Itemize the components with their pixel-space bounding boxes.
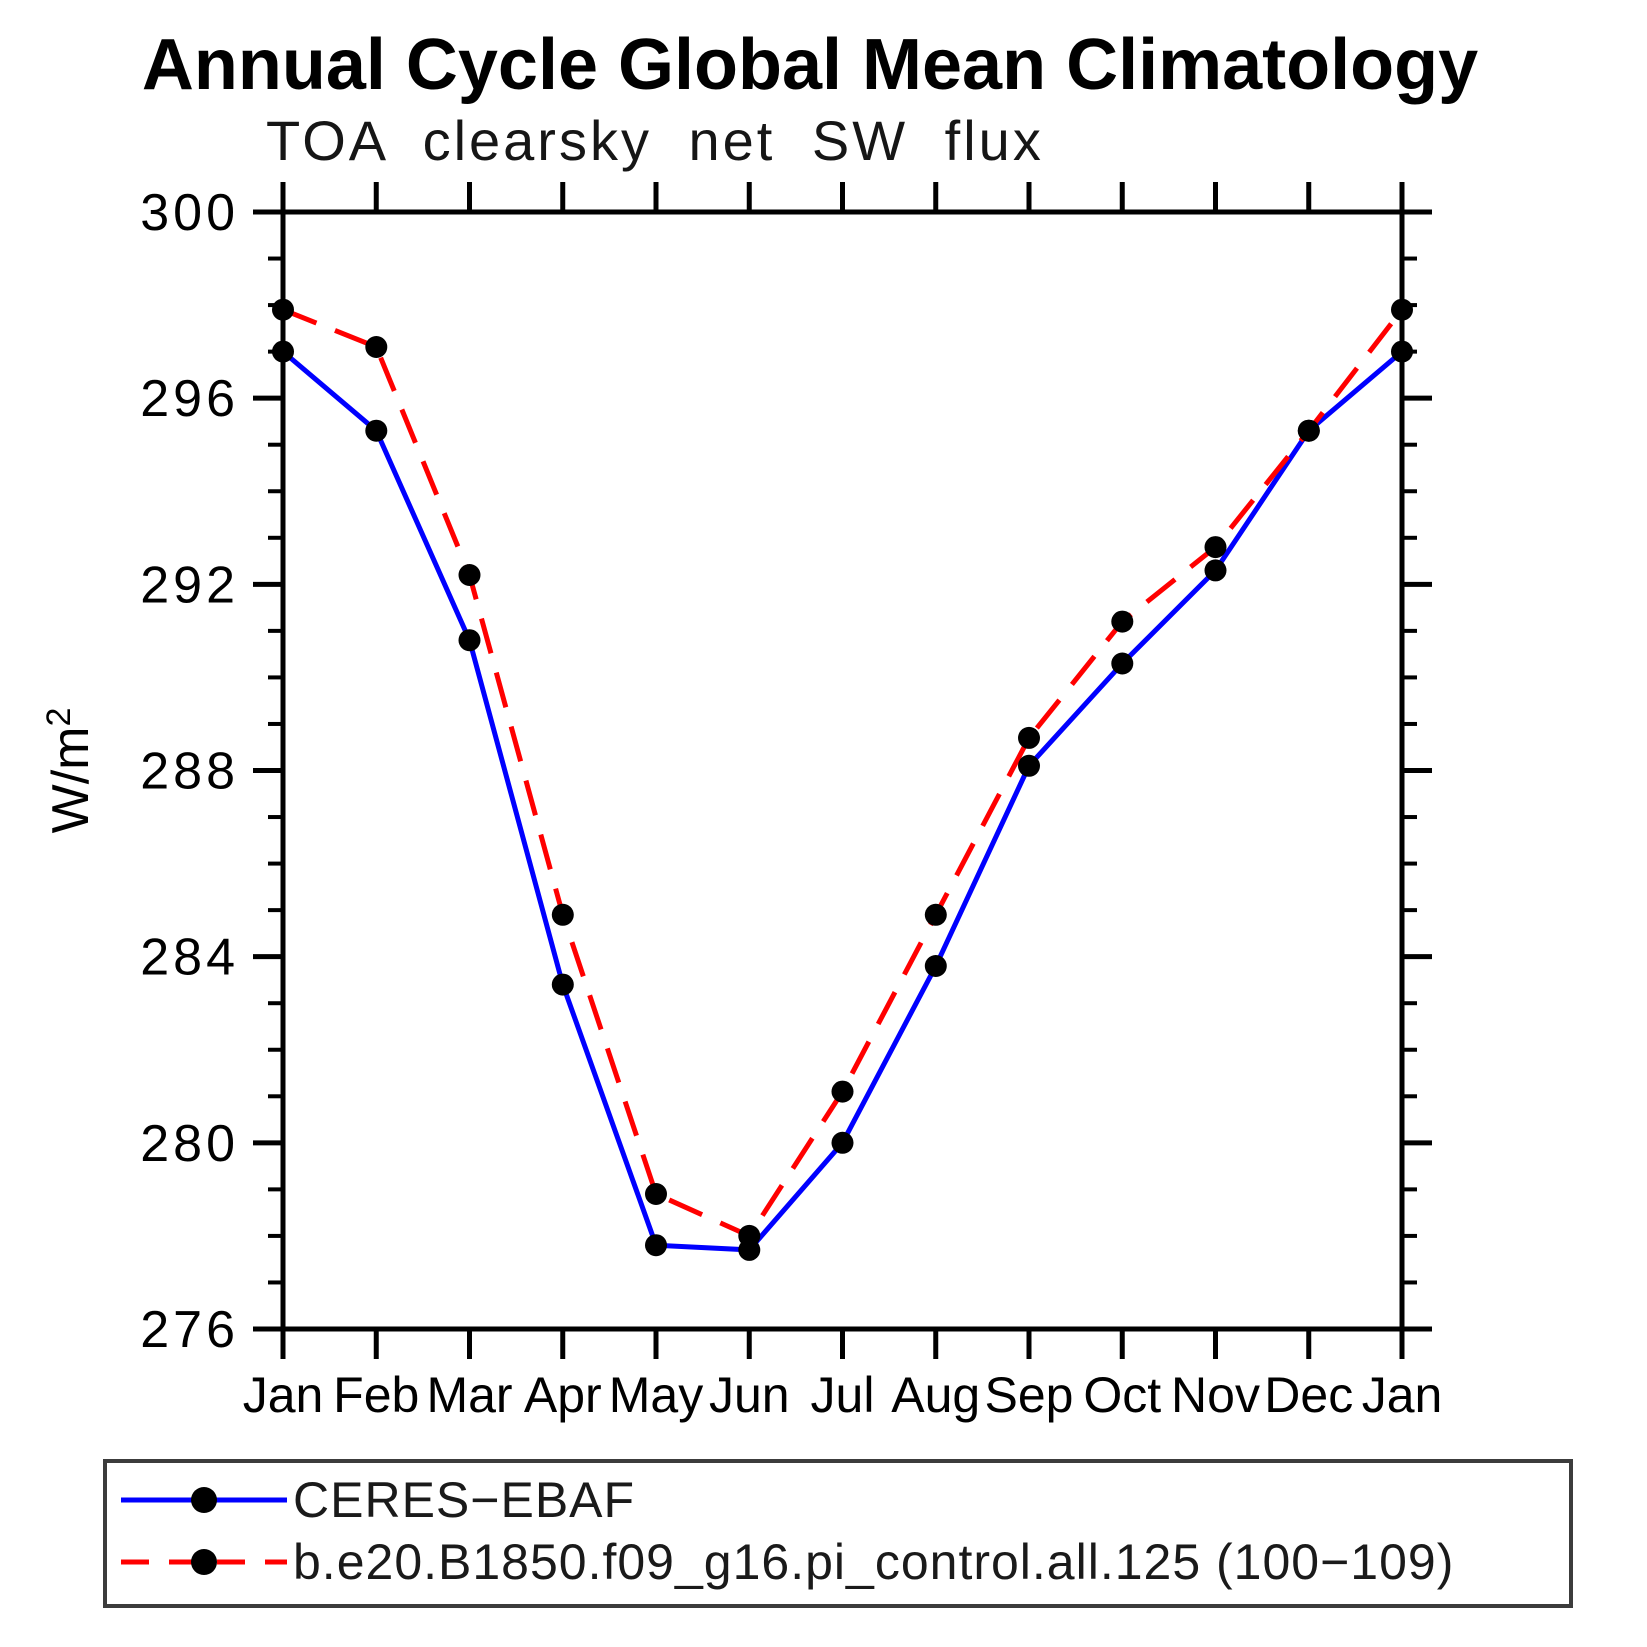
y-axis-tick-label: 288 xyxy=(140,743,239,801)
series-marker-0 xyxy=(924,955,947,977)
series-marker-1 xyxy=(645,1183,667,1205)
y-axis-tick-label: 292 xyxy=(140,556,239,614)
legend-box: CERES−EBAF b.e20.B1850.f09_g16.pi_contro… xyxy=(103,1459,1573,1608)
chart-subtitle: TOA clearsky net SW flux xyxy=(266,109,1044,172)
x-axis-tick-label: Aug xyxy=(891,1367,980,1423)
series-line-0 xyxy=(281,349,1404,1253)
legend-marker-ceres xyxy=(191,1487,217,1513)
x-axis-tick-label: May xyxy=(609,1367,703,1423)
series-marker-1 xyxy=(272,298,294,321)
y-axis-tick-label: 276 xyxy=(140,1301,239,1359)
legend-marker-model xyxy=(191,1549,217,1575)
series-marker-0 xyxy=(1204,559,1227,582)
legend-label-model: b.e20.B1850.f09_g16.pi_control.all.125 (… xyxy=(293,1534,1455,1590)
y-axis-tick-label: 284 xyxy=(140,929,239,987)
x-axis-tick-label: Jan xyxy=(1362,1367,1443,1423)
x-axis-tick-label: Jan xyxy=(243,1367,324,1423)
series-marker-1 xyxy=(458,564,481,586)
series-marker-1 xyxy=(738,1224,761,1247)
series-marker-1 xyxy=(365,336,388,358)
y-axis-tick-label: 280 xyxy=(140,1115,239,1173)
series-marker-1 xyxy=(1204,536,1227,559)
x-axis-tick-label: Mar xyxy=(426,1367,512,1423)
series-marker-0 xyxy=(1111,652,1134,675)
series-marker-0 xyxy=(458,629,481,652)
y-axis-tick-label: 296 xyxy=(140,370,239,428)
series-marker-0 xyxy=(1018,754,1040,777)
x-axis-tick-label: Oct xyxy=(1083,1367,1161,1423)
series-marker-0 xyxy=(272,340,294,363)
plot-frame xyxy=(280,209,1405,1332)
series-marker-1 xyxy=(1391,298,1413,321)
x-axis-tick-label: Sep xyxy=(985,1367,1074,1423)
legend-row-model: b.e20.B1850.f09_g16.pi_control.all.125 (… xyxy=(115,1531,1454,1593)
series-marker-1 xyxy=(1297,419,1320,442)
legend-line-sample-model xyxy=(121,1549,287,1575)
series-marker-1 xyxy=(551,903,574,926)
series-marker-0 xyxy=(551,973,574,996)
x-axis-tick-label: Dec xyxy=(1264,1367,1353,1423)
series-marker-0 xyxy=(365,419,388,442)
y-axis-tick-label: 300 xyxy=(140,184,239,242)
series-marker-1 xyxy=(1111,610,1134,633)
x-axis-tick-label: Nov xyxy=(1171,1367,1260,1423)
legend-line-sample-ceres xyxy=(121,1487,287,1513)
legend-row-ceres: CERES−EBAF xyxy=(115,1469,635,1531)
x-axis-tick-label: Jul xyxy=(811,1367,875,1423)
series-marker-0 xyxy=(831,1131,854,1154)
series-marker-0 xyxy=(645,1234,667,1257)
x-axis-tick-label: Feb xyxy=(333,1367,419,1423)
chart-title: Annual Cycle Global Mean Climatology xyxy=(141,25,1479,105)
series-marker-1 xyxy=(924,903,947,926)
legend-label-ceres: CERES−EBAF xyxy=(293,1472,636,1528)
x-axis-tick-label: Jun xyxy=(709,1367,790,1423)
series-marker-1 xyxy=(831,1080,854,1103)
series-marker-0 xyxy=(1391,340,1413,363)
x-axis-tick-label: Apr xyxy=(524,1367,602,1423)
y-axis-title: W/m2 xyxy=(40,708,100,834)
series-marker-1 xyxy=(1018,726,1040,749)
